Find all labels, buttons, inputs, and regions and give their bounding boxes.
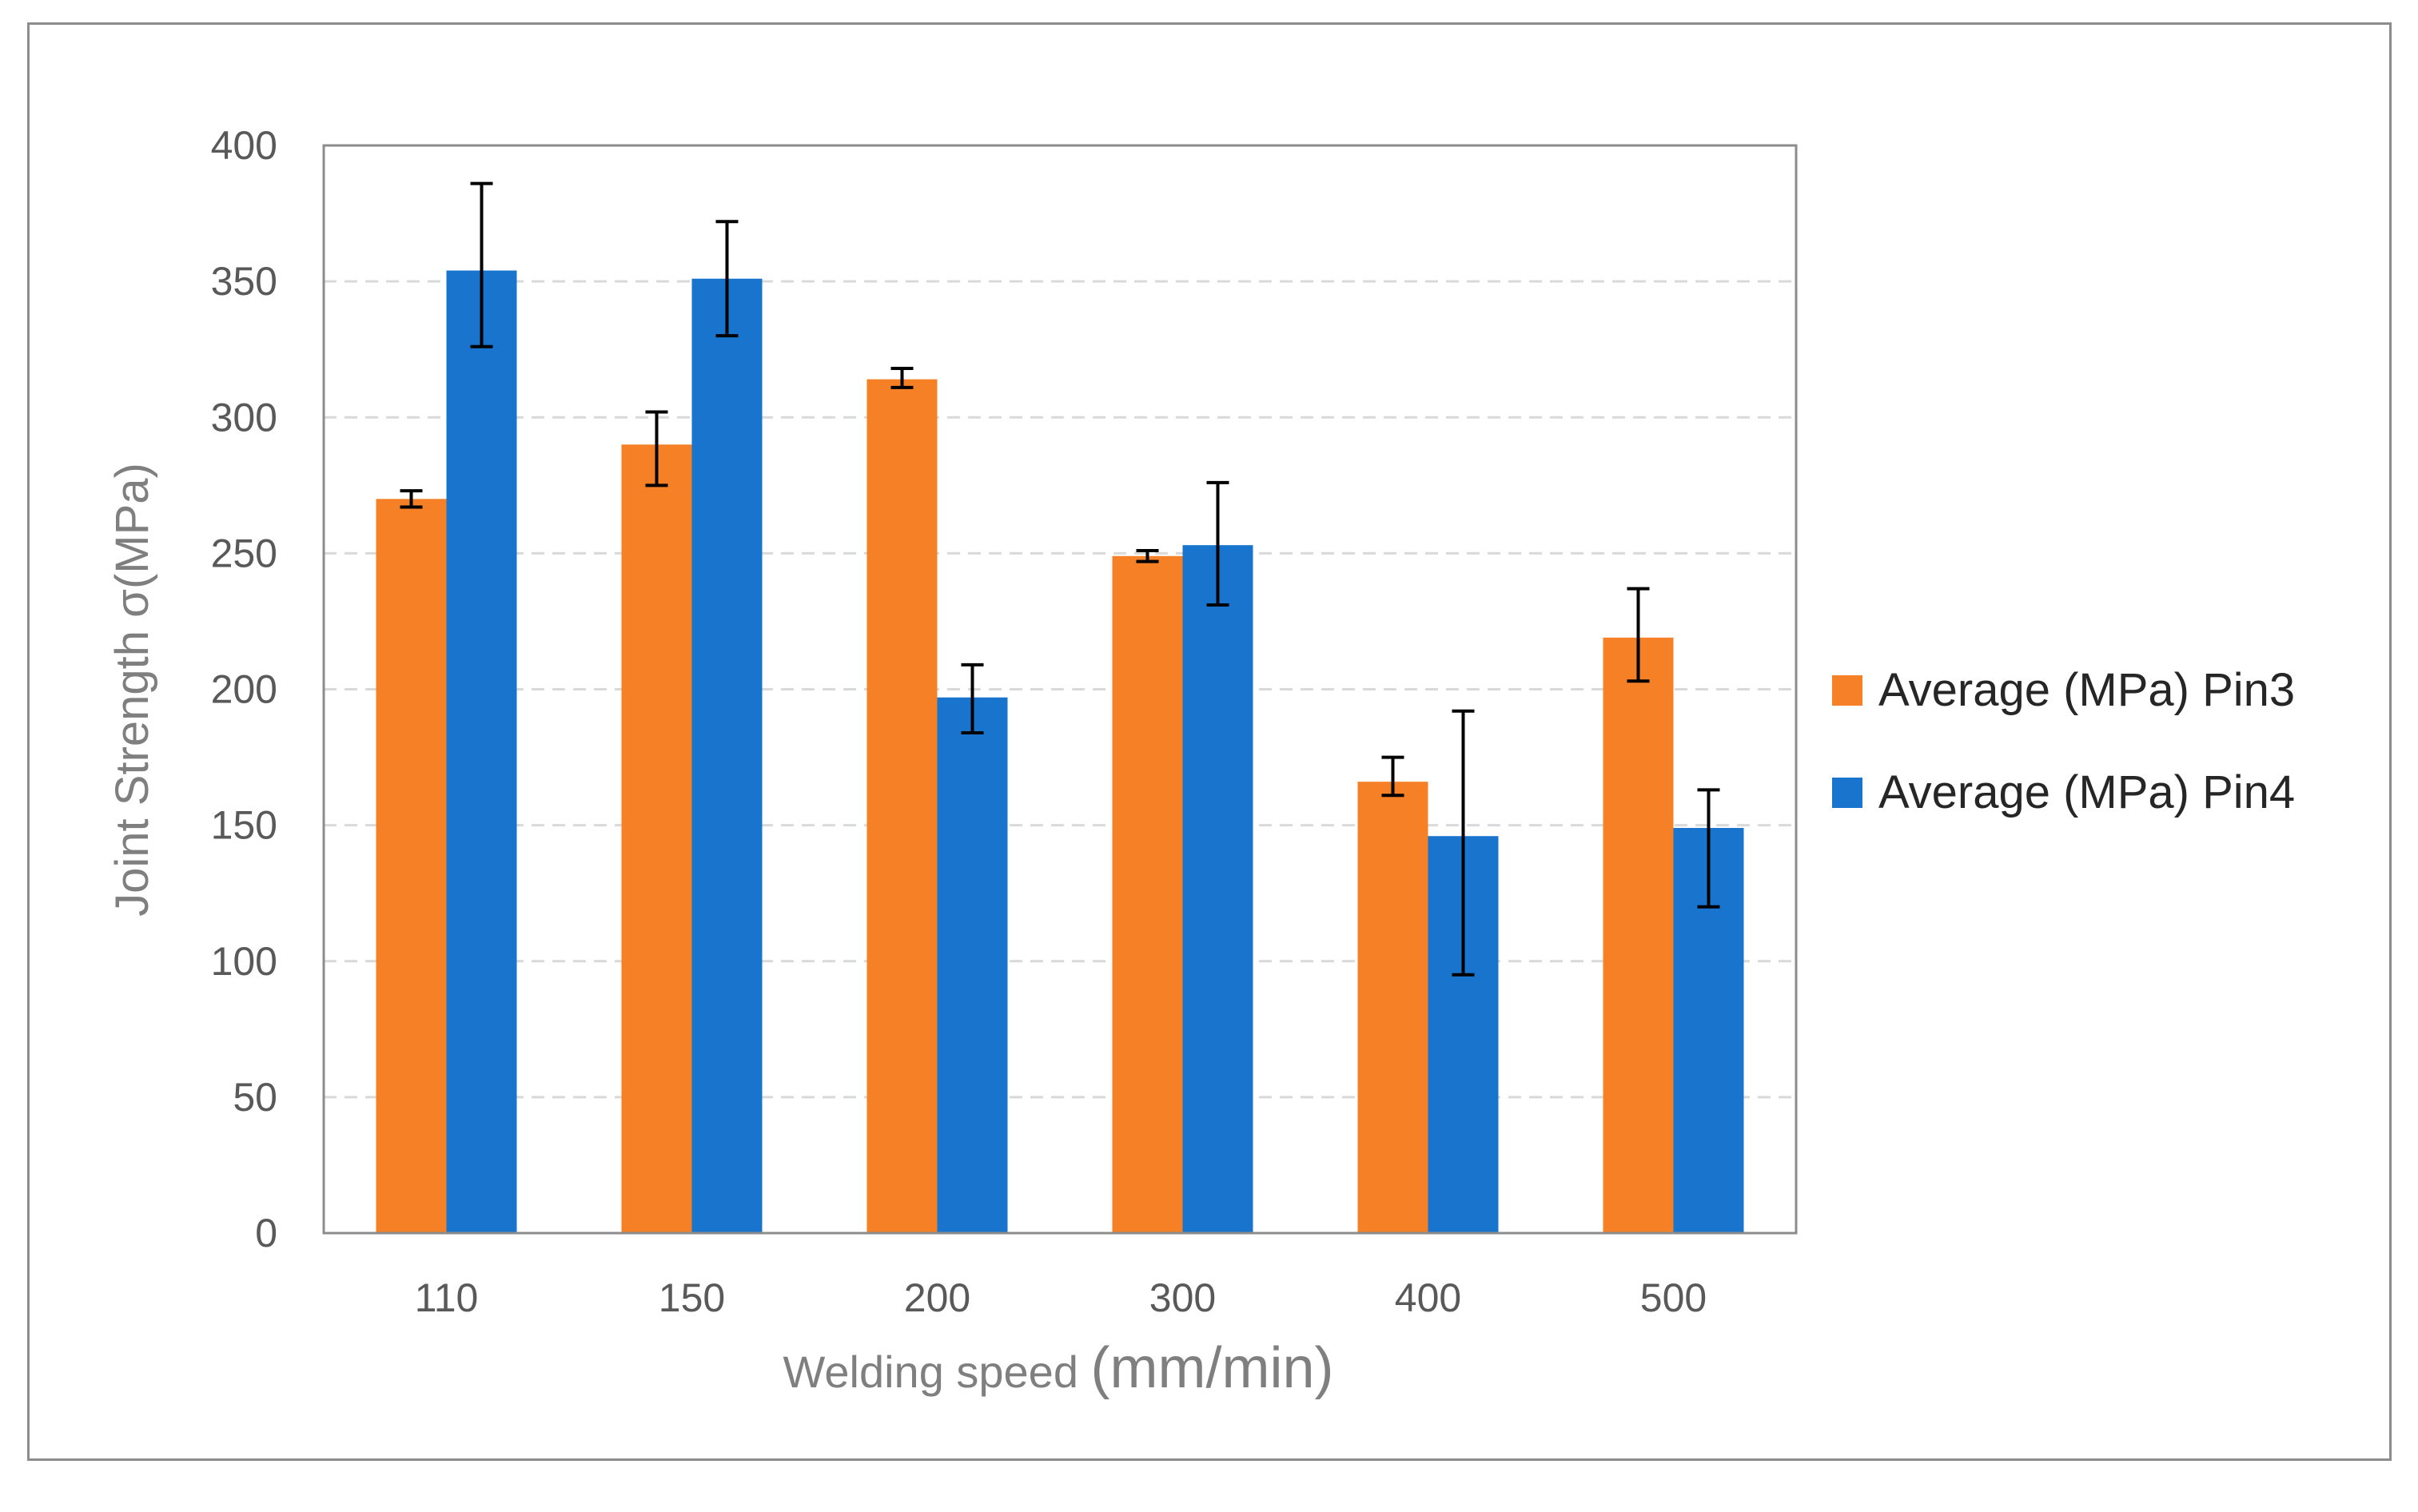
x-tick-label: 110	[415, 1275, 479, 1320]
error-bar-pin4-150	[715, 220, 739, 338]
x-tick-label: 150	[659, 1275, 725, 1320]
x-axis-title-main: Welding speed	[783, 1347, 1091, 1397]
legend-item-pin4: Average (MPa) Pin4	[1832, 766, 2295, 818]
bar-pin3-300	[1112, 555, 1183, 1233]
y-tick-label: 50	[233, 1075, 277, 1120]
y-axis-title: Joint Strength σ(MPa)	[106, 463, 158, 917]
error-bar-pin4-300	[1206, 480, 1229, 607]
legend-swatch	[1832, 778, 1862, 808]
x-tick-label: 200	[904, 1275, 970, 1320]
y-tick-label: 350	[211, 259, 277, 304]
error-bar-pin3-300	[1136, 548, 1159, 563]
bars	[376, 270, 1744, 1233]
bar-pin4-300	[1182, 545, 1253, 1233]
plot-area-border	[322, 144, 1798, 1235]
x-axis-title: Welding speed (mm/min)	[783, 1336, 1334, 1400]
bar-pin3-200	[866, 379, 938, 1233]
bar-pin4-110	[446, 270, 517, 1233]
error-bar-pin3-400	[1381, 755, 1404, 798]
legend-item-pin3: Average (MPa) Pin3	[1832, 664, 2295, 716]
y-tick-label: 150	[211, 803, 277, 848]
error-bars	[400, 181, 1720, 977]
gridlines	[324, 280, 1796, 1099]
bar-pin4-150	[691, 278, 763, 1233]
bar-pin3-500	[1603, 637, 1674, 1233]
y-tick-label: 200	[211, 667, 277, 712]
legend-label: Average (MPa) Pin3	[1878, 664, 2295, 716]
error-bar-pin3-150	[645, 410, 668, 487]
y-tick-label: 0	[255, 1211, 277, 1255]
y-tick-labels: 0 50 100 150 200 250 300 350 400	[211, 123, 277, 1255]
bar-pin3-110	[376, 499, 447, 1233]
error-bar-pin4-400	[1452, 709, 1475, 977]
bar-pin3-400	[1357, 782, 1428, 1233]
legend: Average (MPa) Pin3 Average (MPa) Pin4	[1832, 664, 2295, 818]
x-tick-labels: 110 150 200 300 400 500	[415, 1275, 1707, 1320]
y-tick-label: 250	[211, 531, 277, 575]
bar-pin4-200	[937, 697, 1008, 1233]
legend-swatch	[1832, 675, 1862, 706]
error-bar-pin3-200	[890, 367, 914, 389]
y-tick-label: 400	[211, 123, 277, 168]
x-axis-title-units: (mm/min)	[1091, 1336, 1334, 1400]
x-tick-label: 400	[1395, 1275, 1461, 1320]
y-tick-label: 100	[211, 939, 277, 984]
error-bar-pin4-110	[470, 181, 493, 348]
y-tick-label: 300	[211, 395, 277, 440]
error-bar-pin3-500	[1627, 587, 1650, 683]
x-tick-label: 500	[1640, 1275, 1707, 1320]
bar-pin3-150	[621, 444, 692, 1233]
error-bar-pin4-500	[1697, 788, 1720, 909]
legend-label: Average (MPa) Pin4	[1878, 766, 2295, 818]
error-bar-pin4-200	[961, 662, 984, 734]
error-bar-pin3-110	[400, 489, 423, 509]
x-tick-label: 300	[1149, 1275, 1216, 1320]
